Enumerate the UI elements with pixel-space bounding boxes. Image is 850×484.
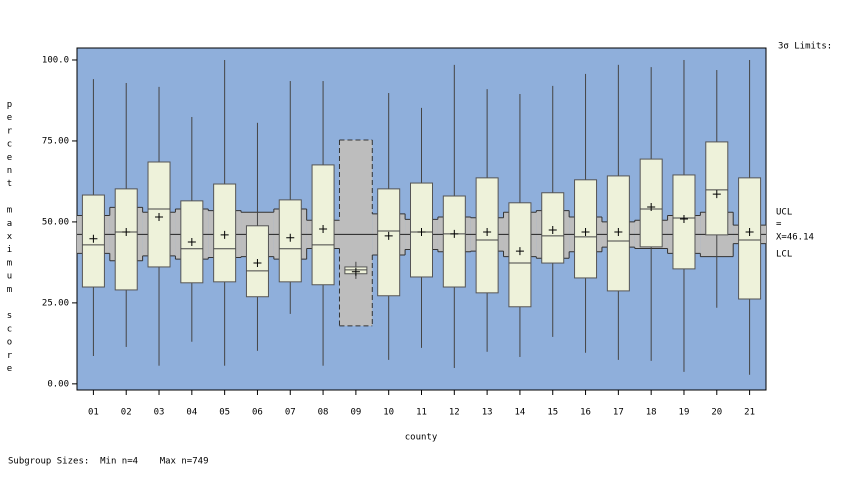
lcl-label: LCL: [776, 250, 792, 260]
mean-marker: [286, 233, 295, 242]
mean-marker: [745, 227, 754, 236]
x-tick-label: 02: [121, 408, 132, 418]
x-tick-label: 10: [383, 408, 394, 418]
y-tick-label: 75.00: [42, 136, 69, 146]
mean-marker: [319, 225, 328, 234]
y-tick-label: 100.0: [42, 55, 69, 65]
mean-marker: [483, 227, 492, 236]
y-tick-label: 50.00: [42, 217, 69, 227]
mean-marker: [220, 230, 229, 239]
y-tick-label: 0.00: [47, 379, 69, 389]
y-axis-label: percent maximum score: [5, 100, 15, 377]
x-tick-label: 06: [252, 408, 263, 418]
box: [311, 164, 335, 286]
mean-marker: [122, 227, 131, 236]
ucl-label: UCL: [776, 208, 792, 218]
mean-marker: [712, 190, 721, 199]
x-tick-label: 17: [613, 408, 624, 418]
x-axis-label: county: [405, 433, 438, 443]
mean-marker: [187, 237, 196, 246]
limits-title: 3σ Limits:: [778, 42, 832, 52]
control-band: [339, 139, 373, 326]
box: [377, 188, 401, 297]
box: [442, 195, 466, 288]
mean-marker: [548, 226, 557, 235]
mean-marker: [89, 234, 98, 243]
box: [738, 177, 762, 300]
mean-marker: [351, 267, 360, 276]
x-tick-label: 01: [88, 408, 99, 418]
center-label: X=46.14: [776, 233, 814, 243]
x-tick-label: 13: [482, 408, 493, 418]
mean-marker: [679, 215, 688, 223]
x-tick-label: 04: [186, 408, 197, 418]
box: [114, 188, 138, 291]
x-tick-label: 18: [646, 408, 657, 418]
mean-marker: [384, 231, 393, 240]
x-tick-label: 19: [679, 408, 690, 418]
mean-marker: [417, 227, 426, 236]
mean-marker: [515, 247, 524, 256]
x-tick-label: 14: [515, 408, 526, 418]
x-tick-label: 07: [285, 408, 296, 418]
mean-marker: [450, 229, 459, 238]
x-tick-label: 12: [449, 408, 460, 418]
x-tick-label: 09: [350, 408, 361, 418]
x-tick-label: 21: [744, 408, 755, 418]
footer: Subgroup Sizes: Min n=4 Max n=749: [8, 457, 208, 467]
eq-label: =: [776, 220, 782, 230]
x-tick-label: 08: [318, 408, 329, 418]
x-tick-label: 05: [219, 408, 230, 418]
mean-marker: [647, 203, 656, 212]
mean-marker: [253, 259, 262, 268]
y-tick-label: 25.00: [42, 298, 69, 308]
x-tick-label: 20: [711, 408, 722, 418]
mean-marker: [614, 227, 623, 236]
box: [639, 158, 663, 248]
x-tick-label: 11: [416, 408, 427, 418]
x-tick-label: 03: [154, 408, 165, 418]
x-tick-label: 16: [580, 408, 591, 418]
mean-marker: [155, 213, 164, 222]
mean-marker: [581, 227, 590, 236]
x-tick-label: 15: [547, 408, 558, 418]
box: [705, 141, 729, 236]
